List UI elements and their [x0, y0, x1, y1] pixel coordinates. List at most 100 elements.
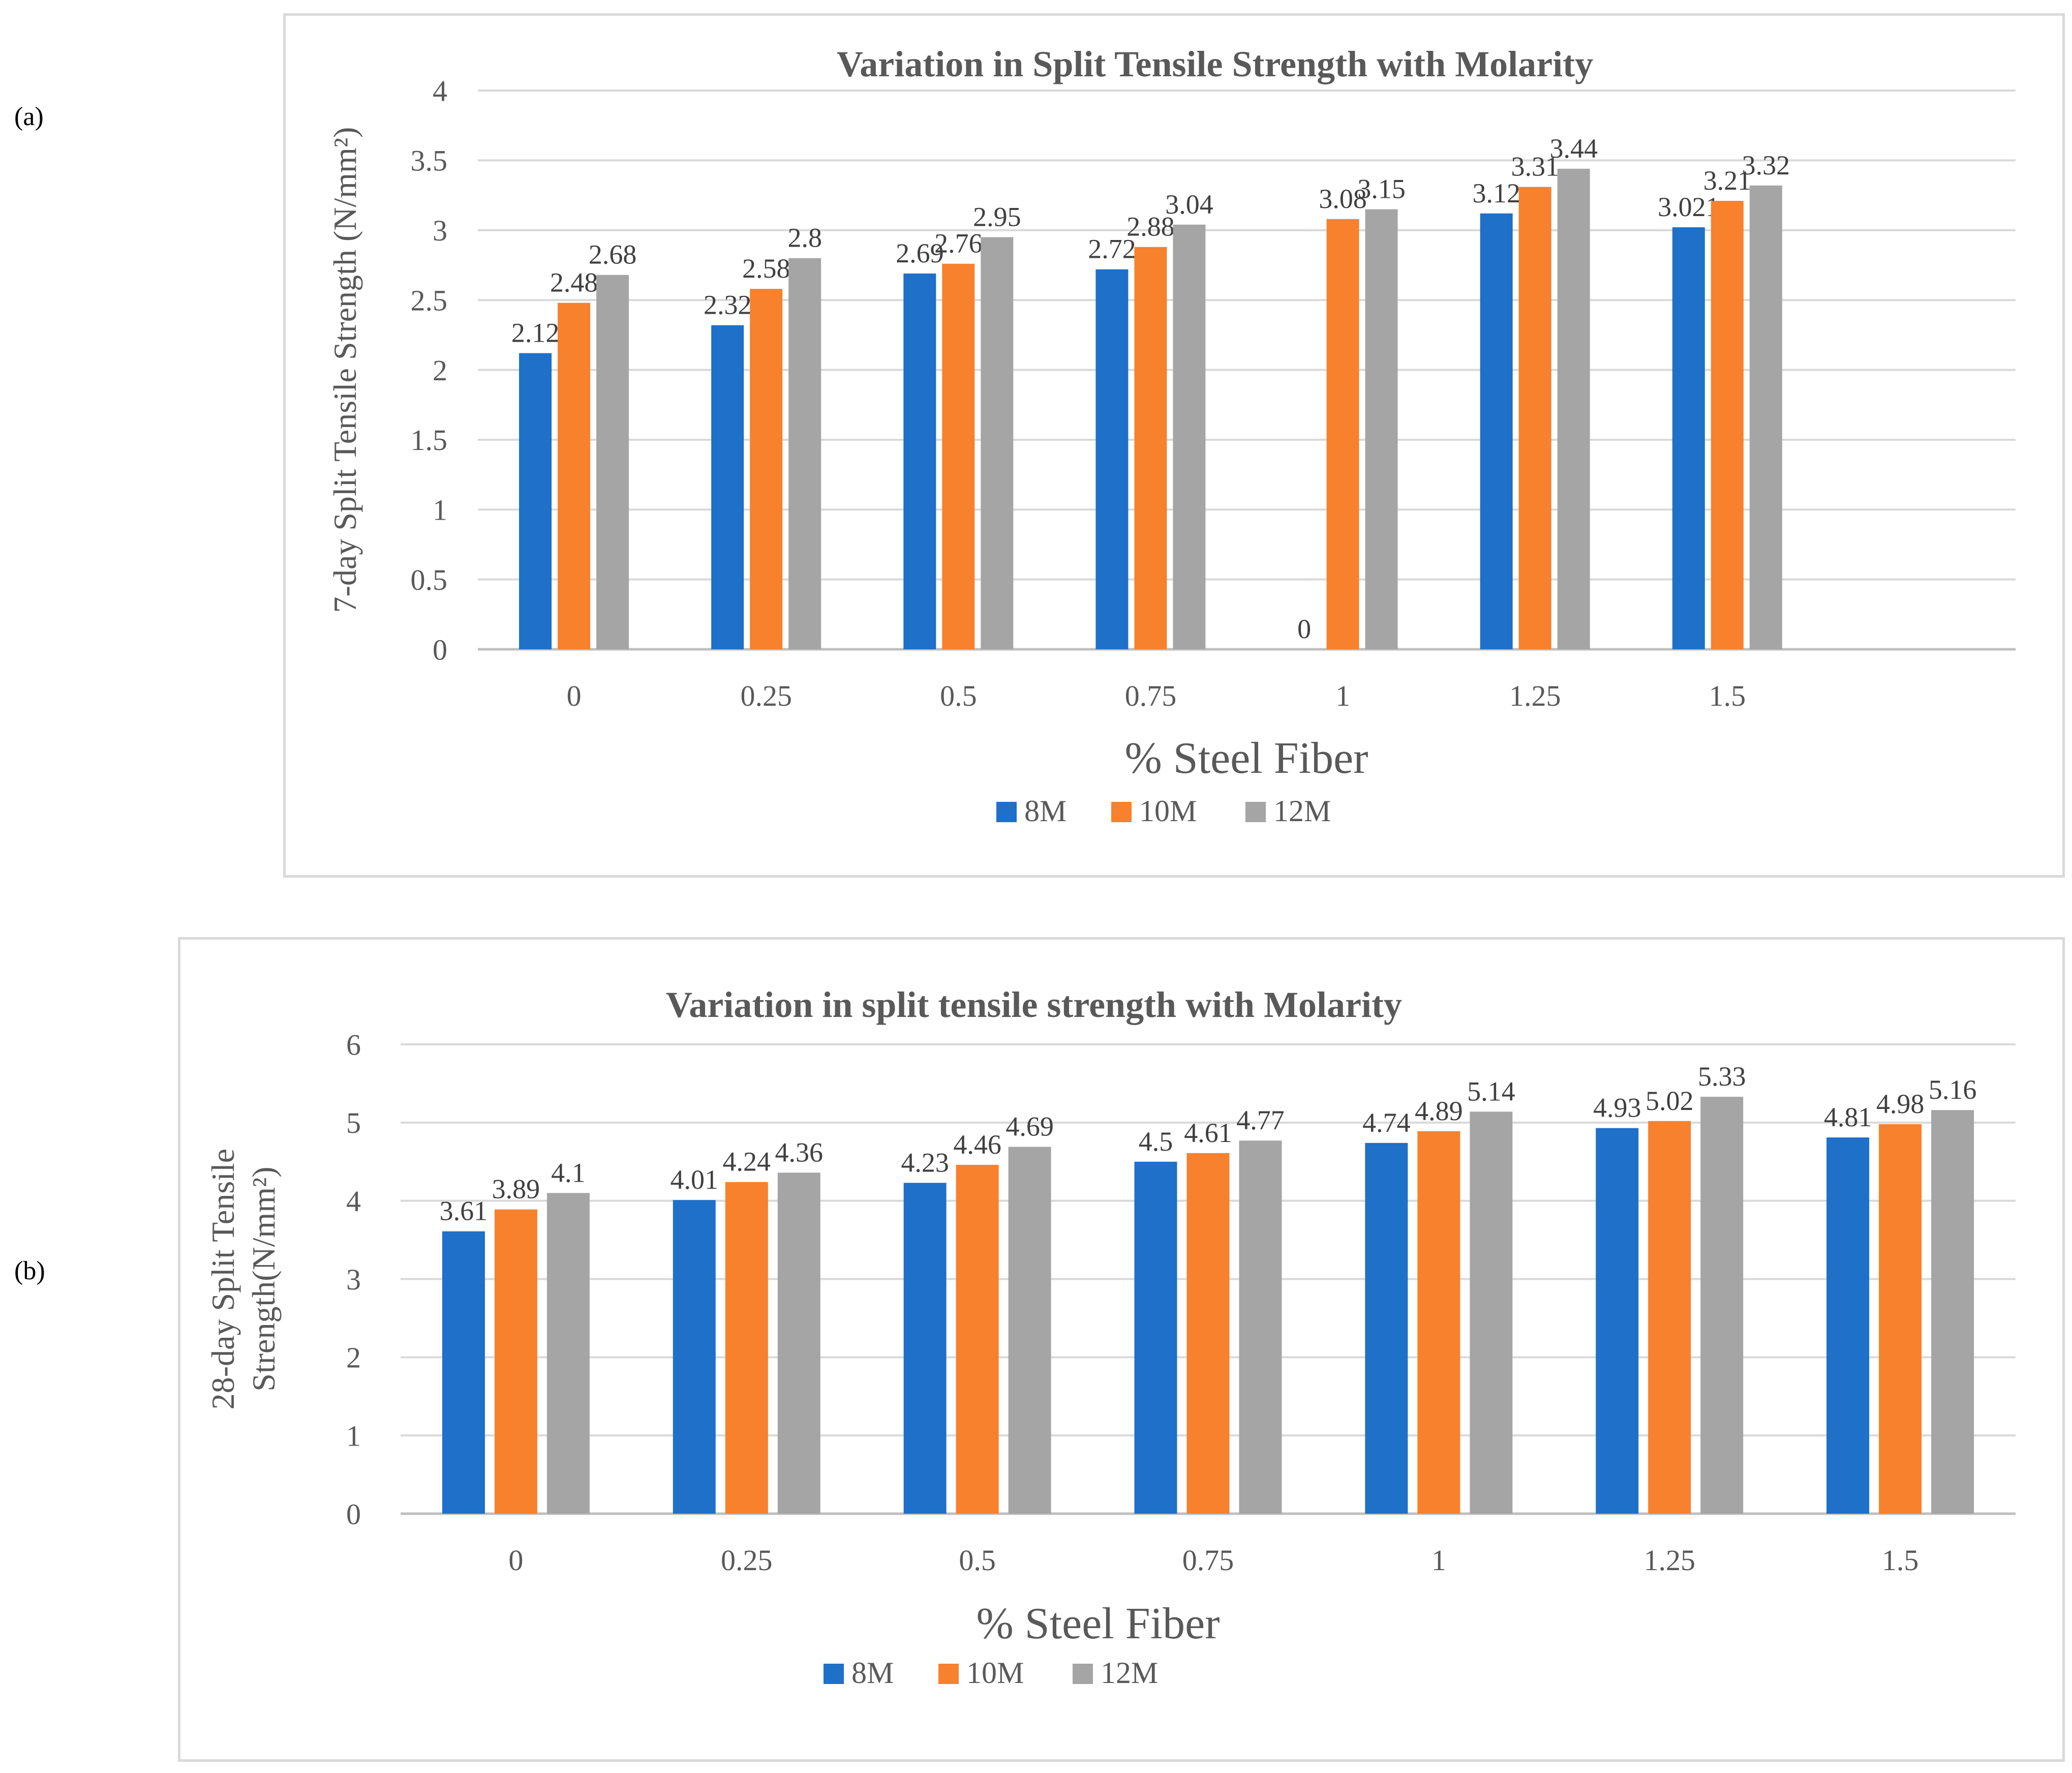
data-label: 4.01 — [671, 1164, 719, 1195]
data-label: 2.72 — [1088, 234, 1136, 264]
bar-12m — [1239, 1140, 1282, 1514]
x-tick-label: 0.75 — [1182, 1544, 1234, 1577]
legend-swatch-8m — [996, 802, 1017, 822]
x-tick-label: 0.75 — [1125, 679, 1177, 712]
data-label: 4.77 — [1236, 1105, 1285, 1135]
data-label: 4.98 — [1876, 1089, 1925, 1119]
data-label: 4.23 — [901, 1147, 949, 1178]
chart-a: Variation in Split Tensile Strength with… — [327, 44, 2016, 828]
x-tick-label: 0.5 — [959, 1544, 996, 1577]
y-tick-label: 0 — [346, 1497, 361, 1530]
y-tick-label: 2 — [433, 354, 447, 387]
bar-10m — [1186, 1153, 1230, 1514]
bar-12m — [788, 258, 821, 649]
x-tick-label: 1 — [1431, 1544, 1446, 1577]
y-tick-label: 1 — [433, 494, 447, 527]
bar-8m — [1596, 1128, 1639, 1514]
legend-swatch-8m — [824, 1664, 844, 1684]
x-tick-label: 1 — [1335, 679, 1350, 712]
y-tick-label: 5 — [346, 1106, 361, 1139]
data-label: 4.93 — [1593, 1093, 1641, 1123]
bar-10m — [1648, 1121, 1691, 1514]
data-label: 2.95 — [973, 201, 1021, 232]
bar-8m — [519, 353, 552, 649]
data-label: 4.69 — [1005, 1111, 1054, 1142]
legend-label-10m: 10M — [1139, 794, 1197, 828]
bar-8m — [711, 325, 744, 649]
y-tick-label: 0 — [433, 633, 447, 666]
data-label: 4.1 — [551, 1157, 586, 1188]
panel-label-a: (a) — [14, 102, 44, 131]
y-axis-label: 7-day Split Tensile Strength (N/mm²) — [327, 127, 363, 613]
data-label: 3.12 — [1472, 178, 1520, 208]
x-tick-label: 0.25 — [721, 1544, 773, 1577]
bar-12m — [1700, 1097, 1744, 1514]
data-label: 4.5 — [1139, 1126, 1173, 1157]
bar-8m — [903, 273, 936, 649]
bar-10m — [494, 1209, 537, 1514]
bar-8m — [442, 1231, 485, 1514]
bar-10m — [1518, 187, 1551, 649]
data-label: 2.69 — [896, 238, 944, 268]
bar-12m — [1931, 1110, 1974, 1514]
data-label: 3.021 — [1658, 192, 1720, 222]
legend-label-10m: 10M — [966, 1656, 1024, 1690]
bar-12m — [1173, 224, 1206, 649]
x-tick-label: 1.25 — [1509, 679, 1561, 712]
data-label: 3.89 — [492, 1174, 540, 1205]
y-tick-label: 1 — [346, 1419, 361, 1452]
data-label: 2.76 — [934, 228, 983, 259]
data-label: 5.02 — [1646, 1086, 1694, 1116]
y-tick-label: 4 — [433, 74, 447, 107]
bar-12m — [1470, 1111, 1513, 1514]
data-label: 4.81 — [1824, 1102, 1872, 1132]
y-tick-label: 3 — [346, 1263, 361, 1296]
data-label: 4.74 — [1362, 1107, 1411, 1138]
bar-8m — [903, 1183, 947, 1514]
bar-12m — [1008, 1147, 1051, 1514]
bar-8m — [1095, 269, 1129, 649]
bar-12m — [546, 1193, 590, 1514]
data-label: 3.04 — [1165, 189, 1213, 220]
bar-8m — [1826, 1137, 1870, 1514]
y-tick-label: 2 — [346, 1341, 361, 1374]
bar-10m — [1879, 1124, 1922, 1514]
bar-12m — [1749, 185, 1782, 650]
bar-10m — [750, 289, 783, 649]
bar-8m — [673, 1200, 716, 1514]
bar-12m — [1365, 209, 1398, 650]
panel-label-b: (b) — [14, 1256, 45, 1285]
data-label: 4.89 — [1415, 1096, 1463, 1126]
data-label: 3.32 — [1742, 150, 1790, 181]
data-label: 5.16 — [1929, 1074, 1977, 1105]
bar-10m — [1711, 201, 1744, 649]
bar-10m — [558, 303, 591, 649]
y-tick-label: 1.5 — [411, 424, 448, 457]
bar-8m — [1134, 1161, 1177, 1514]
bar-12m — [981, 237, 1014, 649]
data-label: 3.21 — [1703, 165, 1752, 196]
chart-b-frame — [178, 937, 2065, 1762]
data-label: 2.8 — [787, 223, 822, 253]
bar-8m — [1480, 213, 1513, 649]
bar-10m — [942, 263, 975, 649]
data-label: 4.36 — [775, 1137, 824, 1167]
data-label: 2.58 — [742, 253, 790, 284]
data-label: 3.44 — [1549, 133, 1598, 164]
x-tick-label: 1.25 — [1643, 1544, 1695, 1577]
bar-8m — [1672, 227, 1705, 650]
bar-12m — [777, 1173, 820, 1514]
bar-8m — [1365, 1143, 1408, 1514]
y-axis-label: 28-day Split Tensile — [205, 1149, 241, 1409]
x-tick-label: 0 — [508, 1544, 523, 1577]
x-axis-label: % Steel Fiber — [1124, 734, 1368, 783]
data-label: 3.31 — [1511, 152, 1559, 182]
data-label: 2.88 — [1126, 212, 1175, 242]
bar-12m — [596, 275, 629, 649]
y-tick-label: 6 — [346, 1028, 361, 1061]
y-axis-label: Strength(N/mm²) — [246, 1166, 282, 1391]
x-tick-label: 0 — [567, 679, 582, 712]
x-tick-label: 1.5 — [1882, 1544, 1919, 1577]
legend-swatch-12m — [1073, 1664, 1093, 1684]
